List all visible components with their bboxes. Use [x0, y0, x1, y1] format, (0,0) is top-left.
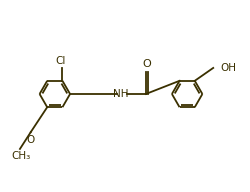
Text: NH: NH: [113, 89, 129, 99]
Text: CH₃: CH₃: [11, 151, 30, 161]
Text: O: O: [27, 135, 35, 145]
Text: O: O: [143, 59, 152, 69]
Text: OH: OH: [220, 63, 236, 73]
Text: Cl: Cl: [55, 56, 66, 66]
